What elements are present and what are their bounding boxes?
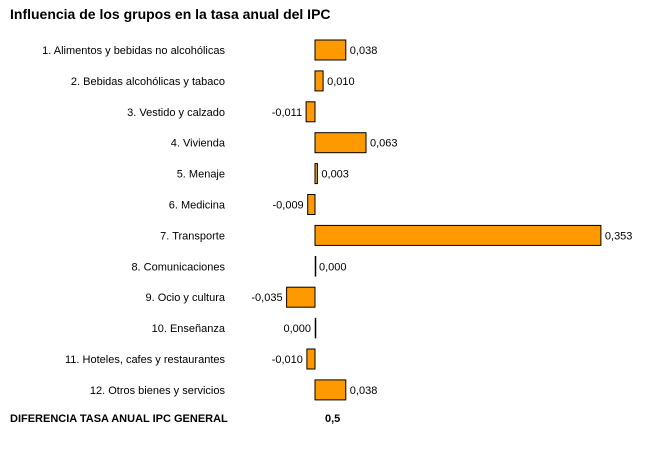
bar [314,132,367,154]
category-label: 10. Enseñanza [152,323,226,335]
bar [314,224,602,246]
bar [314,256,317,277]
category-label: 11. Hoteles, cafes y restaurantes [65,354,225,366]
data-label: 0,010 [327,76,355,88]
total-value: 0,5 [325,413,341,425]
bar [314,379,347,401]
chart-title: Influencia de los grupos en la tasa anua… [10,6,331,22]
category-label: 2. Bebidas alcohólicas y tabaco [71,76,225,88]
category-label: 5. Menaje [177,169,225,181]
data-label: 0,000 [283,323,311,335]
bar [314,39,347,61]
data-label: 0,038 [350,385,378,397]
data-label: 0,353 [605,230,633,242]
bar [314,317,317,339]
bar [307,194,316,215]
bar [305,101,316,123]
data-label: -0,035 [251,292,282,304]
category-label: 9. Ocio y cultura [146,292,226,304]
category-label: 12. Otros bienes y servicios [90,385,226,397]
bar [286,286,316,308]
total-label: DIFERENCIA TASA ANUAL IPC GENERAL [10,413,228,425]
data-label: -0,010 [272,354,303,366]
data-label: 0,003 [321,169,349,181]
data-label: 0,063 [370,138,398,150]
data-label: 0,000 [319,261,347,273]
data-label: -0,011 [272,107,302,119]
category-label: 6. Medicina [169,200,226,212]
category-label: 8. Comunicaciones [131,261,225,273]
category-label: 1. Alimentos y bebidas no alcohólicas [42,45,225,57]
bars-layer: 1. Alimentos y bebidas no alcohólicas 0,0… [42,39,633,401]
bar [306,348,316,370]
category-label: 7. Transporte [160,230,225,242]
data-label: 0,038 [350,45,378,57]
category-label: 4. Vivienda [171,138,226,150]
bar [314,163,318,185]
bar [314,70,324,92]
data-label: -0,009 [272,200,303,212]
category-label: 3. Vestido y calzado [127,107,225,119]
